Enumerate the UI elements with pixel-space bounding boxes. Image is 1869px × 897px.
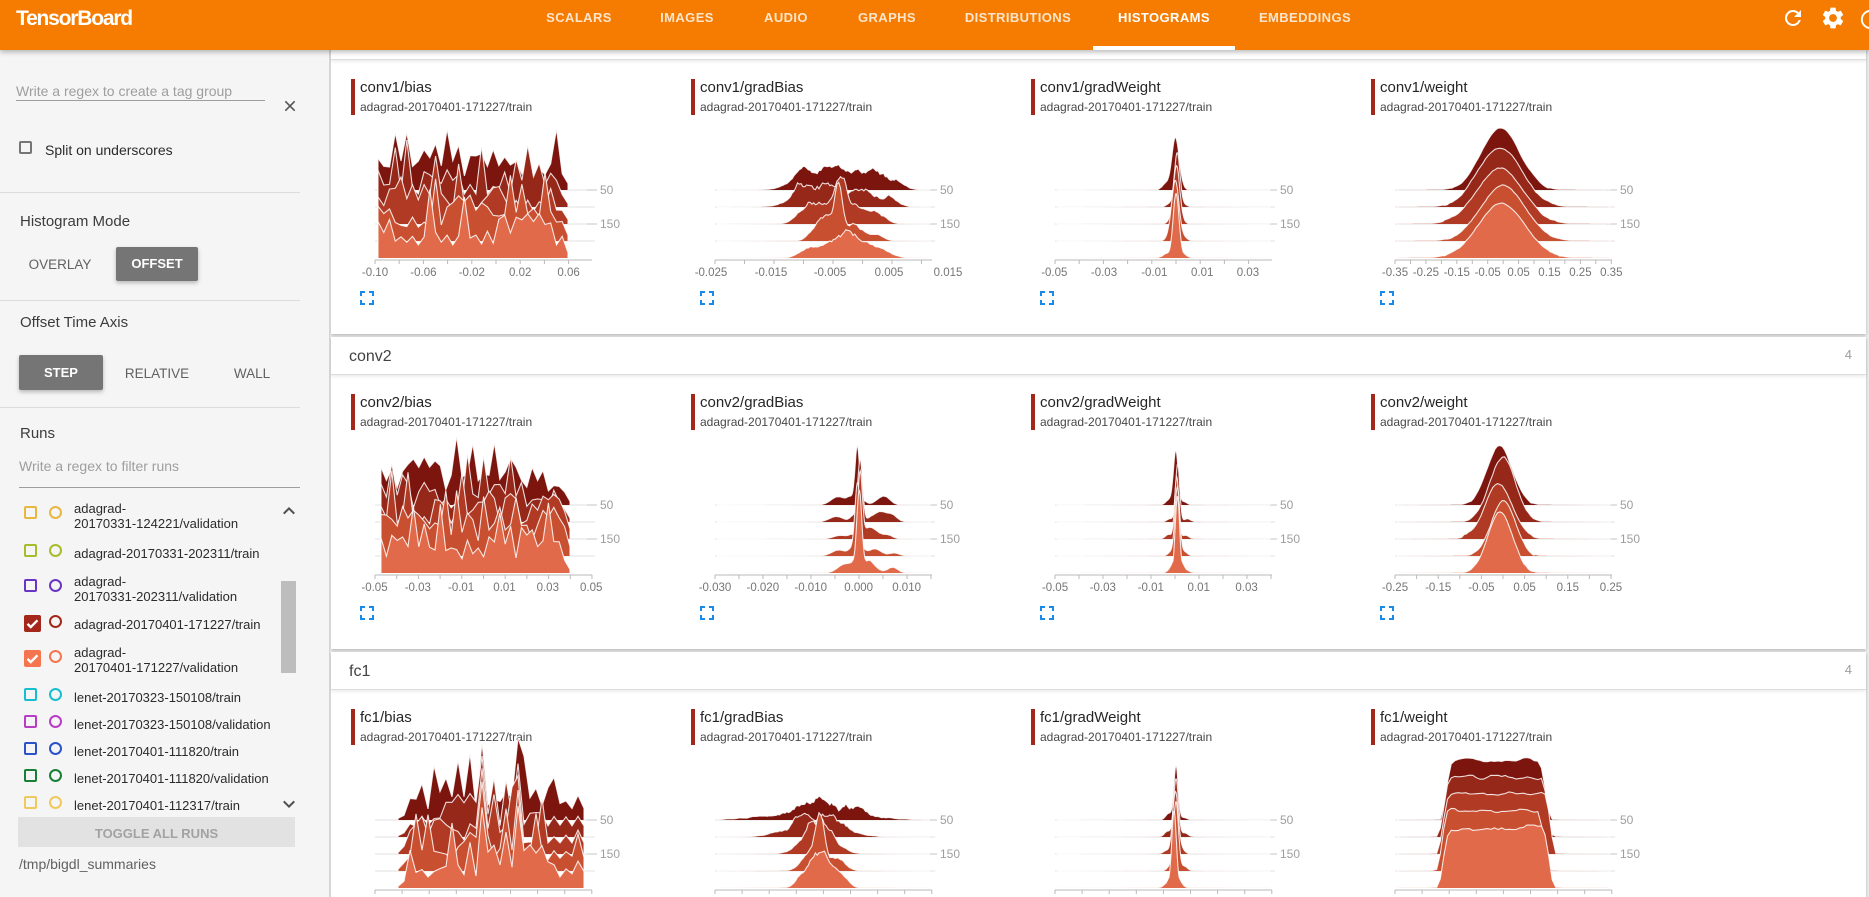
svg-text:50: 50: [1280, 183, 1294, 197]
svg-text:-0.015: -0.015: [755, 267, 788, 279]
svg-text:-0.03: -0.03: [1090, 582, 1116, 594]
svg-text:0.01: 0.01: [1191, 267, 1213, 279]
svg-text:50: 50: [1280, 498, 1294, 512]
svg-text:0.01: 0.01: [493, 582, 515, 594]
svg-text:0.005: 0.005: [875, 267, 904, 279]
svg-text:0.03: 0.03: [1237, 267, 1259, 279]
svg-text:150: 150: [600, 847, 620, 861]
svg-text:0.010: 0.010: [892, 582, 921, 594]
svg-text:-0.01: -0.01: [1138, 582, 1164, 594]
svg-text:-0.05: -0.05: [1042, 582, 1068, 594]
svg-text:150: 150: [1280, 847, 1300, 861]
svg-text:-0.030: -0.030: [699, 582, 732, 594]
svg-text:0.000: 0.000: [844, 582, 873, 594]
svg-text:-0.02: -0.02: [459, 267, 485, 279]
svg-text:50: 50: [1280, 813, 1294, 827]
svg-text:0.25: 0.25: [1600, 582, 1622, 594]
svg-text:50: 50: [600, 183, 614, 197]
svg-text:50: 50: [940, 813, 954, 827]
svg-text:150: 150: [940, 217, 960, 231]
svg-text:150: 150: [940, 532, 960, 546]
svg-text:-0.01: -0.01: [1141, 267, 1167, 279]
svg-text:-0.010: -0.010: [794, 582, 827, 594]
svg-text:150: 150: [600, 532, 620, 546]
svg-text:-0.06: -0.06: [410, 267, 436, 279]
svg-text:-0.05: -0.05: [1041, 267, 1067, 279]
svg-text:-0.25: -0.25: [1413, 267, 1439, 279]
svg-text:0.15: 0.15: [1538, 267, 1560, 279]
svg-text:50: 50: [940, 183, 954, 197]
svg-text:-0.005: -0.005: [814, 267, 847, 279]
svg-text:150: 150: [1280, 217, 1300, 231]
svg-text:0.05: 0.05: [1507, 267, 1529, 279]
svg-text:0.03: 0.03: [537, 582, 559, 594]
svg-text:50: 50: [1620, 813, 1634, 827]
svg-text:50: 50: [1620, 183, 1634, 197]
svg-text:50: 50: [600, 498, 614, 512]
svg-text:0.15: 0.15: [1557, 582, 1579, 594]
svg-text:50: 50: [600, 813, 614, 827]
svg-text:150: 150: [1280, 532, 1300, 546]
svg-text:-0.10: -0.10: [362, 267, 388, 279]
svg-text:0.25: 0.25: [1569, 267, 1591, 279]
svg-text:0.05: 0.05: [1513, 582, 1535, 594]
svg-text:-0.15: -0.15: [1444, 267, 1470, 279]
svg-text:0.06: 0.06: [557, 267, 579, 279]
svg-text:150: 150: [1620, 217, 1640, 231]
svg-text:-0.05: -0.05: [1468, 582, 1494, 594]
svg-text:-0.25: -0.25: [1382, 582, 1408, 594]
svg-text:0.02: 0.02: [509, 267, 531, 279]
svg-text:-0.03: -0.03: [405, 582, 431, 594]
svg-text:-0.15: -0.15: [1425, 582, 1451, 594]
svg-text:-0.020: -0.020: [746, 582, 779, 594]
svg-text:150: 150: [1620, 847, 1640, 861]
svg-text:-0.05: -0.05: [1475, 267, 1501, 279]
svg-text:150: 150: [1620, 532, 1640, 546]
svg-text:50: 50: [940, 498, 954, 512]
svg-text:0.015: 0.015: [934, 267, 963, 279]
svg-text:0.03: 0.03: [1235, 582, 1257, 594]
svg-text:-0.01: -0.01: [448, 582, 474, 594]
svg-text:150: 150: [600, 217, 620, 231]
svg-text:150: 150: [940, 847, 960, 861]
svg-text:0.01: 0.01: [1188, 582, 1210, 594]
svg-text:50: 50: [1620, 498, 1634, 512]
svg-text:-0.05: -0.05: [361, 582, 387, 594]
svg-text:0.05: 0.05: [580, 582, 602, 594]
svg-text:-0.025: -0.025: [695, 267, 728, 279]
svg-text:0.35: 0.35: [1600, 267, 1622, 279]
svg-text:-0.03: -0.03: [1091, 267, 1117, 279]
svg-text:-0.35: -0.35: [1382, 267, 1408, 279]
